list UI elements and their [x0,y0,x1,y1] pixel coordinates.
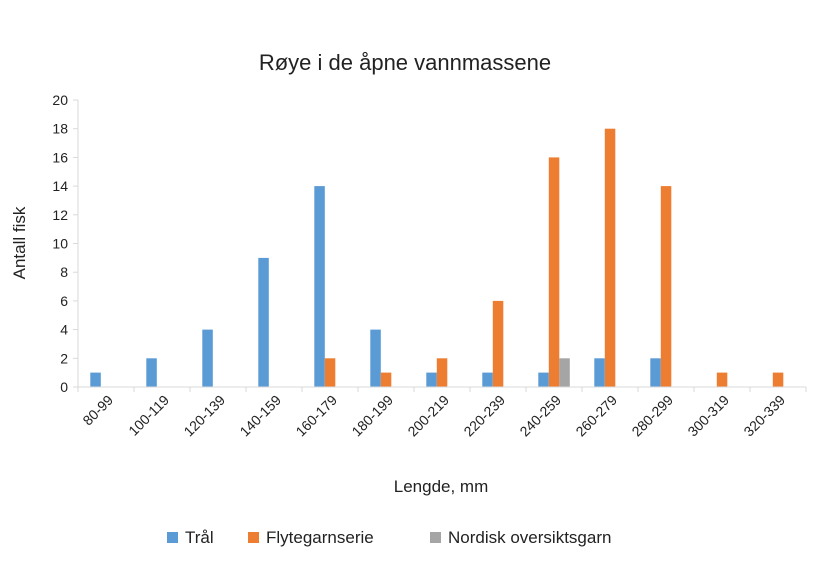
x-tick-label: 220-239 [460,392,508,440]
bar [258,257,269,387]
x-tick-label: 260-279 [572,392,620,440]
x-tick-label: 120-139 [180,392,228,440]
bar [548,157,560,387]
x-tick-label: 280-299 [628,392,676,440]
x-tick-label: 80-99 [79,392,116,429]
bars [90,128,784,387]
y-tick-label: 16 [52,149,68,165]
x-tick-label: 200-219 [404,392,452,440]
x-tick-label: 180-199 [348,392,396,440]
bar [90,372,101,387]
bar [436,358,448,387]
legend-swatch [430,532,441,543]
chart-title: Røye i de åpne vannmassene [259,50,551,75]
y-tick-label: 20 [52,92,68,108]
x-axis-ticks: 80-99 100-119 120-139 140-159 160-179 180-199… [77,387,807,440]
bar [559,358,570,387]
x-tick-label: 240-259 [516,392,564,440]
y-tick-label: 18 [52,121,68,137]
bar [650,358,661,387]
legend-label: Nordisk oversiktsgarn [448,528,611,547]
y-tick-label: 10 [52,236,68,252]
y-tick-label: 14 [52,178,68,194]
x-tick-label: 140-159 [236,392,284,440]
x-tick-label: 100-119 [125,392,172,439]
y-tick-label: 2 [60,350,68,366]
y-axis-label: Antall fisk [10,206,29,279]
x-tick-label: 300-319 [684,392,732,440]
bar [426,372,437,387]
legend-label: Flytegarnserie [266,528,374,547]
bar [324,358,336,387]
bar [772,372,784,387]
bar [538,372,549,387]
bar [314,186,325,387]
y-tick-label: 8 [60,264,68,280]
y-tick-label: 4 [60,322,68,338]
y-axis-ticks: 0 2 4 6 8 10 12 14 16 18 20 [52,92,79,395]
bar [594,358,605,387]
legend-swatch [248,532,259,543]
bar [202,329,213,387]
x-axis-label: Lengde, mm [394,477,489,496]
bar [370,329,381,387]
bar [716,372,728,387]
bar [482,372,493,387]
legend-label: Trål [185,528,214,547]
legend: Trål Flytegarnserie Nordisk oversiktsgarn [167,528,611,547]
bar [380,372,392,387]
y-tick-label: 12 [52,207,68,223]
x-tick-label: 320-339 [740,392,788,440]
bar [492,300,504,387]
bar [604,128,616,387]
y-tick-label: 0 [60,379,68,395]
y-tick-label: 6 [60,293,68,309]
bar [146,358,157,387]
legend-swatch [167,532,178,543]
bar [660,186,672,387]
x-tick-label: 160-179 [292,392,340,440]
